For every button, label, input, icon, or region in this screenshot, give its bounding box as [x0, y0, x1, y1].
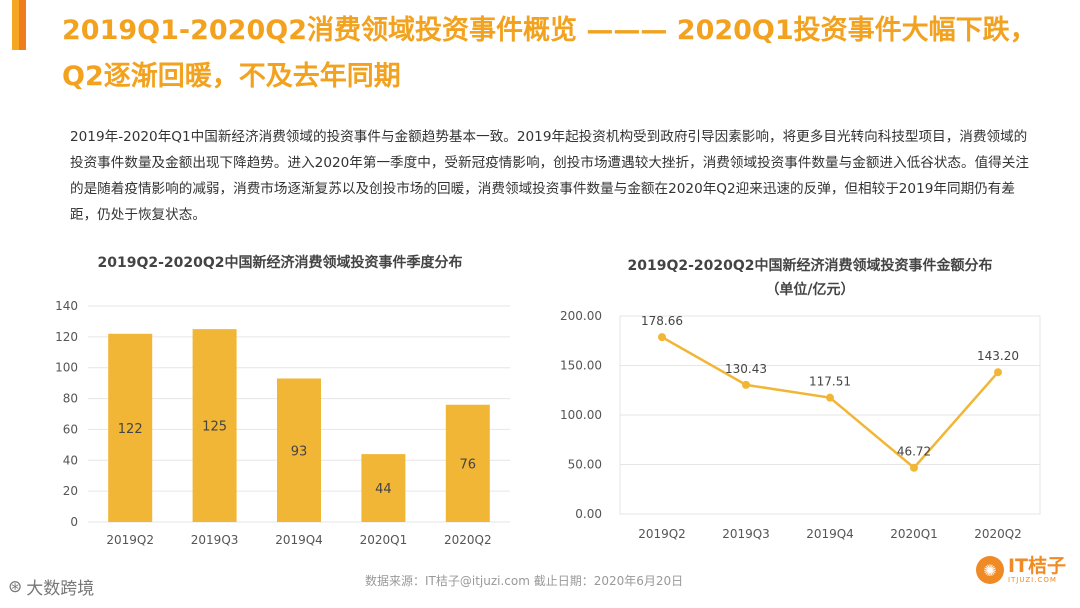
- watermark-icon: ⊛: [8, 576, 23, 597]
- logo-text: IT桔子: [1007, 555, 1066, 577]
- bar-value-label: 122: [118, 422, 143, 437]
- line-chart-subtitle: （单位/亿元）: [765, 282, 855, 298]
- line-x-tick-label: 2020Q1: [890, 527, 938, 541]
- line-x-tick-label: 2019Q3: [722, 527, 770, 541]
- bar-2019Q4: [277, 378, 321, 522]
- line-value-label: 46.72: [897, 445, 931, 459]
- bar-x-tick-label: 2019Q4: [275, 533, 323, 547]
- line-value-label: 178.66: [641, 314, 683, 328]
- bar-x-tick-label: 2019Q2: [106, 533, 154, 547]
- bar-x-tick-label: 2019Q3: [191, 533, 239, 547]
- line-y-tick-label: 50.00: [568, 458, 602, 472]
- bar-y-tick-label: 80: [63, 392, 78, 406]
- body-paragraph: 2019年-2020年Q1中国新经济消费领域的投资事件与金额趋势基本一致。201…: [70, 129, 1029, 223]
- line-x-tick-label: 2019Q4: [806, 527, 854, 541]
- line-y-tick-label: 150.00: [560, 359, 602, 373]
- bar-2020Q2: [445, 404, 490, 522]
- accent-bar-left: [12, 0, 19, 50]
- line-series-amount: [661, 336, 999, 470]
- bar-value-label: 93: [291, 444, 308, 459]
- line-point-2019Q4: [826, 393, 834, 402]
- watermark-text: 大数跨境: [26, 579, 95, 599]
- line-point-2019Q2: [658, 333, 666, 342]
- line-y-tick-label: 200.00: [560, 309, 602, 323]
- watermark-left: ⊛ 大数跨境: [8, 574, 95, 600]
- line-value-label: 130.43: [725, 362, 767, 376]
- line-point-2019Q3: [742, 380, 750, 389]
- bar-y-tick-label: 60: [63, 422, 78, 436]
- bar-chart-title: 2019Q2-2020Q2中国新经济消费领域投资事件季度分布: [97, 255, 463, 271]
- line-x-tick-label: 2019Q2: [638, 527, 686, 541]
- line-y-tick-label: 100.00: [560, 408, 602, 422]
- bar-y-tick-label: 120: [55, 330, 78, 344]
- bar-x-tick-label: 2020Q2: [444, 533, 492, 547]
- bar-y-tick-label: 0: [70, 515, 78, 529]
- line-chart-title: 2019Q2-2020Q2中国新经济消费领域投资事件金额分布 （单位/亿元）: [560, 254, 1060, 302]
- line-chart-title-main: 2019Q2-2020Q2中国新经济消费领域投资事件金额分布: [627, 258, 993, 274]
- data-source-note: 数据来源：IT桔子@itjuzi.com 截止日期：2020年6月20日: [365, 574, 684, 588]
- bar-value-label: 76: [460, 457, 477, 472]
- bar-y-tick-label: 100: [55, 361, 78, 375]
- bar-2019Q2: [108, 333, 153, 522]
- bar-chart: 0 20 40 60 80 100 120 140 122 2019Q2 125 2019Q3 93 20…: [55, 299, 510, 547]
- bar-2020Q1: [361, 454, 406, 522]
- line-chart: 0.00 50.00 100.00 150.00 200.00 178.66 2019Q2 1…: [560, 309, 1041, 541]
- line-y-tick-label: 0.00: [575, 507, 602, 521]
- line-value-label: 117.51: [809, 375, 851, 389]
- line-value-label: 143.20: [977, 349, 1019, 363]
- line-point-2020Q2: [994, 368, 1002, 377]
- logo-subtext: ITJUZI.COM: [1007, 576, 1057, 584]
- bar-x-tick-label: 2020Q1: [360, 533, 408, 547]
- brand-logo: ✺ IT桔子 ITJUZI.COM: [975, 555, 1066, 584]
- bar-y-tick-label: 140: [55, 299, 78, 313]
- bar-value-label: 44: [375, 482, 392, 497]
- line-point-2020Q1: [910, 463, 918, 472]
- bar-value-label: 125: [202, 420, 227, 435]
- bar-y-tick-label: 40: [63, 453, 78, 467]
- bar-2019Q3: [192, 329, 237, 522]
- bar-y-tick-label: 20: [63, 484, 78, 498]
- accent-bar-right: [19, 0, 26, 50]
- line-x-tick-label: 2020Q2: [974, 527, 1022, 541]
- accent-bar: [12, 0, 26, 50]
- page-title: 2019Q1-2020Q2消费领域投资事件概览 ——— 2020Q1投资事件大幅…: [62, 15, 1037, 92]
- orange-logo-icon: ✺: [975, 556, 1004, 584]
